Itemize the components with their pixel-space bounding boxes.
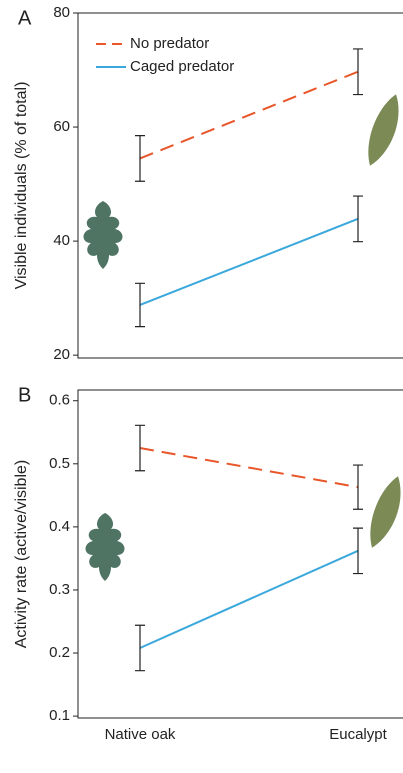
y-tick-label: 0.5 xyxy=(49,455,70,472)
error-bar xyxy=(135,624,145,672)
error-bar xyxy=(135,424,145,472)
x-tick-label: Eucalypt xyxy=(329,726,387,743)
axis-frame xyxy=(77,389,403,719)
series-line xyxy=(139,447,359,489)
x-tick-label: Native oak xyxy=(105,726,176,743)
y-tick-label: 0.2 xyxy=(49,644,70,661)
leaf-eucalypt-b xyxy=(370,476,401,548)
legend-label: Caged predator xyxy=(130,58,234,75)
leaf-oak-a xyxy=(83,201,123,269)
y-tick-label: 0.4 xyxy=(49,518,70,535)
panel-label: A xyxy=(18,7,32,29)
error-bar xyxy=(353,195,363,243)
y-tick-label: 80 xyxy=(53,4,70,21)
panel-label: B xyxy=(18,384,31,406)
y-tick-label: 0.3 xyxy=(49,581,70,598)
leaf-oak-b xyxy=(85,513,125,581)
error-bar xyxy=(353,48,363,96)
error-bar xyxy=(353,464,363,510)
legend-label: No predator xyxy=(130,35,209,52)
y-axis-label: Visible individuals (% of total) xyxy=(13,82,30,290)
y-tick-label: 0.1 xyxy=(49,707,70,724)
y-tick-label: 20 xyxy=(53,346,70,363)
series-line xyxy=(139,217,359,306)
y-axis-label: Activity rate (active/visible) xyxy=(13,460,30,649)
y-tick-label: 0.6 xyxy=(49,392,70,409)
y-tick-label: 40 xyxy=(53,232,70,249)
error-bar xyxy=(135,282,145,328)
series-line xyxy=(139,70,359,160)
axis-frame xyxy=(77,12,403,359)
leaf-eucalypt-a xyxy=(368,94,399,166)
error-bar xyxy=(353,527,363,575)
series-line xyxy=(139,549,359,649)
error-bar xyxy=(135,135,145,182)
y-tick-label: 60 xyxy=(53,118,70,135)
